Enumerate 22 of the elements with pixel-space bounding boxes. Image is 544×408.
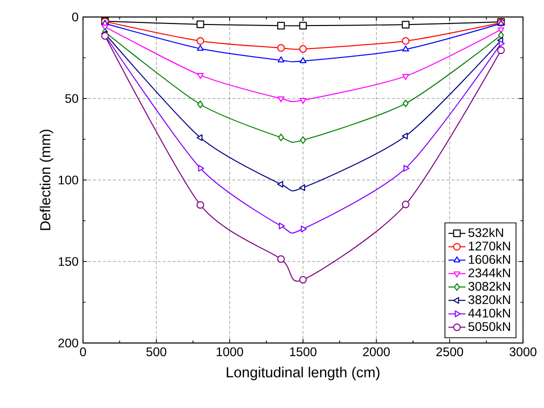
x-tick-label: 2000 — [363, 347, 390, 356]
y-tick-label: 50 — [65, 94, 78, 103]
y-tick-label: 0 — [72, 12, 78, 22]
legend-label: 1606kN — [468, 254, 510, 264]
x-tick-label: 3000 — [510, 347, 536, 356]
legend-label: 3082kN — [468, 282, 510, 291]
y-tick-label: 100 — [58, 176, 78, 184]
legend-label: 3820kN — [468, 294, 510, 304]
legend-label: 5050kN — [468, 322, 510, 331]
legend-label: 1270kN — [468, 241, 510, 250]
legend-label: 532kN — [468, 228, 504, 238]
legend-label: 2344kN — [468, 268, 510, 278]
y-tick-label: 150 — [58, 257, 78, 266]
x-axis-title: Longitudinal length (cm) — [226, 366, 380, 380]
x-tick-label: 1500 — [290, 347, 316, 356]
x-tick-label: 500 — [146, 347, 166, 356]
legend-label: 4410kN — [468, 308, 510, 318]
x-tick-label: 2500 — [436, 347, 464, 356]
y-axis-title: Deflection (mm) — [40, 130, 54, 230]
x-tick-label: 0 — [80, 347, 86, 356]
x-tick-label: 1000 — [216, 347, 244, 356]
y-tick-label: 200 — [58, 338, 78, 348]
